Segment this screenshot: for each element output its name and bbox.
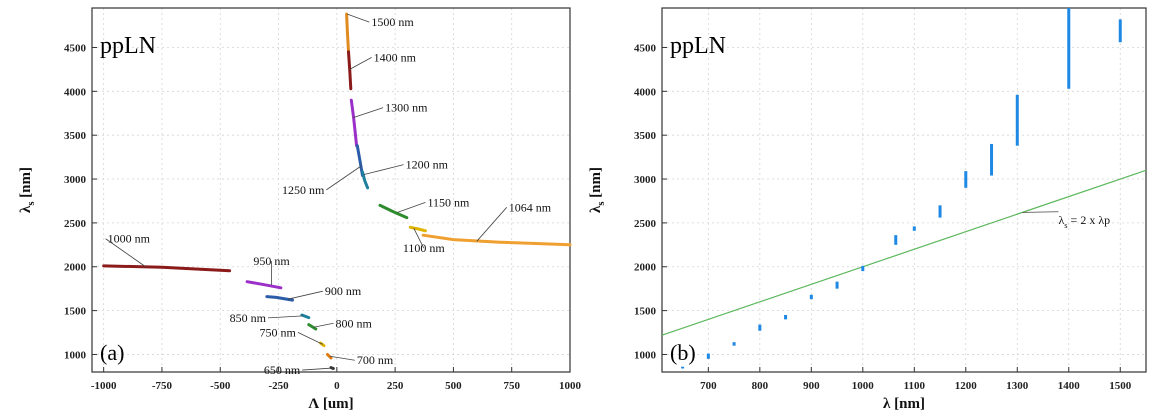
annotation-label: 650 nm bbox=[264, 363, 301, 377]
annotation-label: 1000 nm bbox=[108, 232, 151, 246]
annotation-leader bbox=[105, 238, 146, 268]
annotation-leader bbox=[353, 107, 384, 119]
panel-letter: (a) bbox=[100, 340, 124, 365]
series-1100-nm bbox=[408, 225, 427, 233]
reference-leader bbox=[1022, 211, 1059, 213]
y-tick-label: 2500 bbox=[634, 218, 657, 230]
y-tick-label: 3000 bbox=[634, 174, 657, 186]
y-axis-label: λs [nm] bbox=[588, 167, 607, 213]
annotation-label: 800 nm bbox=[336, 316, 373, 330]
annotation-leader bbox=[302, 367, 333, 371]
y-tick-label: 4500 bbox=[634, 42, 657, 54]
annotation-label: 1150 nm bbox=[427, 195, 470, 209]
x-tick-label: -750 bbox=[152, 380, 173, 392]
annotation-leader bbox=[267, 315, 304, 319]
inset-label: ppLN bbox=[100, 33, 156, 59]
x-tick-label: 1000 bbox=[852, 380, 875, 392]
y-tick-label: 1500 bbox=[634, 306, 657, 318]
inset-label: ppLN bbox=[670, 33, 726, 59]
series-850-nm bbox=[300, 313, 311, 320]
annotation-leader bbox=[287, 290, 323, 300]
series-1500-nm bbox=[345, 12, 350, 54]
plot-frame bbox=[91, 7, 571, 373]
x-tick-label: 1500 bbox=[1109, 380, 1132, 392]
x-tick-label: 1000 bbox=[559, 380, 582, 392]
x-tick-label: 250 bbox=[387, 380, 404, 392]
y-tick-label: 2000 bbox=[64, 262, 87, 274]
annotation-label: 750 nm bbox=[259, 325, 296, 339]
x-tick-label: -1000 bbox=[91, 380, 117, 392]
y-tick-label: 4500 bbox=[64, 42, 87, 54]
y-tick-label: 2500 bbox=[64, 218, 87, 230]
y-tick-label: 3500 bbox=[64, 130, 87, 142]
annotation-label: 900 nm bbox=[325, 284, 362, 298]
y-tick-label: 3000 bbox=[64, 174, 87, 186]
panel-letter: (b) bbox=[670, 340, 696, 365]
series-800-nm bbox=[307, 323, 318, 331]
annotation-label: 1064 nm bbox=[509, 200, 552, 214]
annotation-label: 1300 nm bbox=[385, 101, 428, 115]
y-axis-label: λs [nm] bbox=[18, 167, 37, 213]
annotation-label: 1200 nm bbox=[406, 158, 449, 172]
annotation-label: 1100 nm bbox=[403, 241, 446, 255]
series-1200-nm bbox=[361, 170, 370, 190]
x-tick-label: 900 bbox=[803, 380, 820, 392]
series-900-nm bbox=[265, 295, 294, 302]
annotation-leader bbox=[363, 164, 404, 176]
annotation-label: 850 nm bbox=[230, 311, 267, 325]
annotation-leader bbox=[297, 332, 324, 345]
x-tick-label: 1300 bbox=[1006, 380, 1029, 392]
annotation-label: 1500 nm bbox=[371, 15, 414, 29]
annotation-label: 700 nm bbox=[357, 353, 394, 367]
y-tick-label: 1500 bbox=[64, 306, 87, 318]
annotation-label: 950 nm bbox=[253, 254, 290, 268]
series-950-nm bbox=[245, 280, 283, 290]
x-tick-label: 0 bbox=[334, 380, 340, 392]
series-1150-nm bbox=[378, 203, 409, 220]
y-tick-label: 3500 bbox=[634, 130, 657, 142]
x-tick-label: -500 bbox=[210, 380, 231, 392]
y-tick-label: 4000 bbox=[634, 86, 657, 98]
x-axis-label: Λ [um] bbox=[308, 396, 353, 412]
plot-frame bbox=[661, 7, 1147, 373]
series-1000-nm bbox=[102, 264, 232, 273]
series-1300-nm bbox=[349, 98, 359, 148]
x-axis-label: λ [nm] bbox=[883, 396, 925, 412]
x-tick-label: 1200 bbox=[955, 380, 978, 392]
series-700-nm bbox=[326, 353, 333, 360]
annotation-label: 1400 nm bbox=[374, 50, 417, 64]
annotation-leader bbox=[313, 322, 334, 328]
series-1064-nm bbox=[421, 233, 572, 247]
annotation-leader bbox=[349, 57, 372, 70]
reference-line-label: λs = 2 x λp bbox=[1058, 213, 1110, 230]
reference-line bbox=[661, 169, 1147, 336]
x-tick-label: 750 bbox=[503, 380, 520, 392]
y-tick-label: 4000 bbox=[64, 86, 87, 98]
x-tick-label: 1400 bbox=[1058, 380, 1081, 392]
annotation-label: 1250 nm bbox=[282, 183, 325, 197]
y-tick-label: 1000 bbox=[64, 349, 87, 361]
panel-b: 700 800 900 1000 1100 1200 1300 1400 1500 1000 150… bbox=[634, 7, 1147, 392]
x-tick-label: 800 bbox=[752, 380, 769, 392]
x-tick-label: 500 bbox=[445, 380, 462, 392]
y-tick-label: 2000 bbox=[634, 262, 657, 274]
panel-a: -1000 -750 -500 -250 0 250 500 750 1000 1000 1500 2… bbox=[64, 7, 582, 392]
annotation-leader bbox=[476, 207, 508, 242]
x-tick-label: 1100 bbox=[904, 380, 926, 392]
annotation-leader bbox=[413, 227, 425, 249]
y-tick-label: 1000 bbox=[634, 349, 657, 361]
x-tick-label: -250 bbox=[268, 380, 289, 392]
annotation-leader bbox=[397, 201, 426, 213]
annotation-leader bbox=[326, 165, 362, 191]
annotation-leader bbox=[329, 355, 355, 361]
annotation-leader bbox=[347, 13, 370, 23]
x-tick-label: 700 bbox=[700, 380, 717, 392]
series-1400-nm bbox=[347, 50, 353, 91]
